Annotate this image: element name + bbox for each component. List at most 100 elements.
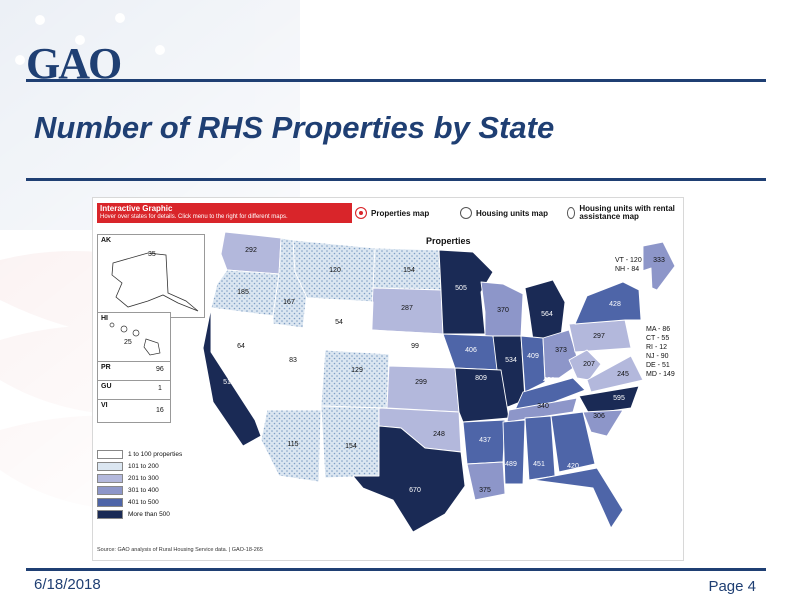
- banner-title: Interactive Graphic: [100, 204, 173, 213]
- inset-label: AK: [101, 237, 112, 244]
- state-value-al: 451: [533, 461, 545, 468]
- inset-label: GU: [101, 383, 112, 390]
- state-value-ia: 406: [465, 347, 477, 354]
- legend-item: 101 to 200: [97, 461, 182, 472]
- legend-label: 201 to 300: [128, 475, 159, 482]
- footer-page-number: Page 4: [708, 578, 756, 595]
- inset-value: 1: [158, 385, 162, 392]
- state-value-fl: 414: [593, 515, 605, 522]
- state-fl[interactable]: [532, 467, 624, 529]
- inset-label: PR: [101, 364, 111, 371]
- state-new[interactable]: [638, 267, 654, 315]
- state-ks[interactable]: [386, 365, 460, 413]
- state-value-pa: 297: [593, 333, 605, 340]
- state-value-nc: 595: [613, 395, 625, 402]
- state-in[interactable]: [520, 335, 546, 393]
- state-oh[interactable]: [542, 329, 580, 379]
- state-value-in: 409: [527, 353, 539, 360]
- state-value-oh: 373: [555, 347, 567, 354]
- state-va[interactable]: [586, 355, 644, 393]
- inset-virgin-islands[interactable]: VI 16: [97, 399, 171, 423]
- state-value-ky: 431: [543, 377, 555, 384]
- legend-swatch: [97, 498, 123, 507]
- note-vt: VT - 120: [615, 257, 642, 264]
- state-la[interactable]: [466, 461, 506, 501]
- inset-alaska[interactable]: AK 35: [97, 234, 205, 318]
- state-co[interactable]: [320, 349, 390, 409]
- state-value-nm: 154: [345, 443, 357, 450]
- state-mi[interactable]: [524, 279, 566, 341]
- state-il[interactable]: [492, 335, 526, 409]
- state-wv[interactable]: [568, 349, 602, 381]
- note-nj: NJ - 90: [646, 353, 669, 360]
- state-nm[interactable]: [320, 405, 382, 479]
- legend-label: 1 to 100 properties: [128, 451, 183, 458]
- tab-label: Housing units with rental assistance map: [579, 204, 675, 221]
- source-note: Source: GAO analysis of Rural Housing Se…: [97, 547, 263, 553]
- state-tn[interactable]: [506, 397, 578, 423]
- note-ri: RI - 12: [646, 344, 668, 351]
- state-value-mi: 564: [541, 311, 553, 318]
- footer-divider: [26, 568, 766, 571]
- state-value-sd: 287: [401, 305, 413, 312]
- state-value-me: 333: [653, 257, 665, 264]
- state-value-mn: 505: [455, 285, 467, 292]
- state-value-ks: 299: [415, 379, 427, 386]
- inset-puerto-rico[interactable]: PR 96: [97, 361, 171, 381]
- legend-item: 301 to 400: [97, 485, 182, 496]
- legend-swatch: [97, 510, 123, 519]
- state-value-mo: 809: [475, 375, 487, 382]
- state-sc[interactable]: [582, 409, 624, 437]
- legend-label: 301 to 400: [128, 487, 159, 494]
- state-mo[interactable]: [454, 367, 510, 423]
- state-value-id: 167: [283, 299, 295, 306]
- tab-properties-map[interactable]: Properties map: [355, 204, 429, 222]
- note-ct: CT - 55: [646, 335, 670, 342]
- state-value-or: 185: [237, 289, 249, 296]
- tab-label: Housing units map: [476, 208, 548, 218]
- state-nc[interactable]: [578, 385, 640, 415]
- note-md: MD - 149: [646, 371, 675, 378]
- legend-swatch: [97, 462, 123, 471]
- state-value-il: 534: [505, 357, 517, 364]
- tab-housing-units-map[interactable]: Housing units map: [460, 204, 548, 222]
- state-ky[interactable]: [514, 377, 586, 411]
- inset-label: HI: [101, 315, 108, 322]
- inset-hawaii[interactable]: HI 25: [97, 312, 171, 364]
- legend-swatch: [97, 474, 123, 483]
- state-mn[interactable]: [438, 249, 494, 335]
- state-value-la: 375: [479, 487, 491, 494]
- tab-rental-assistance-map[interactable]: Housing units with rental assistance map: [567, 204, 679, 222]
- state-ga[interactable]: [550, 411, 596, 473]
- state-value-wy: 54: [335, 319, 343, 326]
- state-value-ms: 489: [505, 461, 517, 468]
- note-nh: NH - 84: [615, 266, 640, 273]
- map-legend: 1 to 100 properties 101 to 200 201 to 30…: [97, 449, 182, 521]
- state-value-ny: 428: [609, 301, 621, 308]
- state-ny[interactable]: [574, 281, 642, 325]
- state-value-nd: 154: [403, 267, 415, 274]
- state-az[interactable]: [260, 409, 322, 483]
- title-divider: [26, 178, 766, 181]
- state-value-ok: 248: [433, 431, 445, 438]
- state-ca[interactable]: [203, 307, 262, 447]
- interactive-graphic: Interactive Graphic Hover over states fo…: [92, 197, 684, 561]
- graphic-banner: Interactive Graphic Hover over states fo…: [97, 203, 352, 223]
- state-value-ca: 515: [223, 379, 235, 386]
- hawaii-shape: [109, 322, 161, 356]
- legend-label: More than 500: [128, 511, 170, 518]
- state-value-ar: 437: [479, 437, 491, 444]
- legend-label: 101 to 200: [128, 463, 159, 470]
- legend-item: 401 to 500: [97, 497, 182, 508]
- state-tx[interactable]: [352, 425, 466, 532]
- legend-item: More than 500: [97, 509, 182, 520]
- tab-label: Properties map: [371, 208, 430, 218]
- state-value-tn: 340: [537, 403, 549, 410]
- state-value-az: 115: [287, 441, 298, 448]
- state-value-ut: 83: [289, 357, 297, 364]
- state-al[interactable]: [524, 415, 556, 481]
- state-value-nv: 64: [237, 343, 245, 350]
- page-title: Number of RHS Properties by State: [34, 110, 555, 145]
- inset-guam[interactable]: GU 1: [97, 380, 171, 400]
- state-ms[interactable]: [502, 419, 526, 485]
